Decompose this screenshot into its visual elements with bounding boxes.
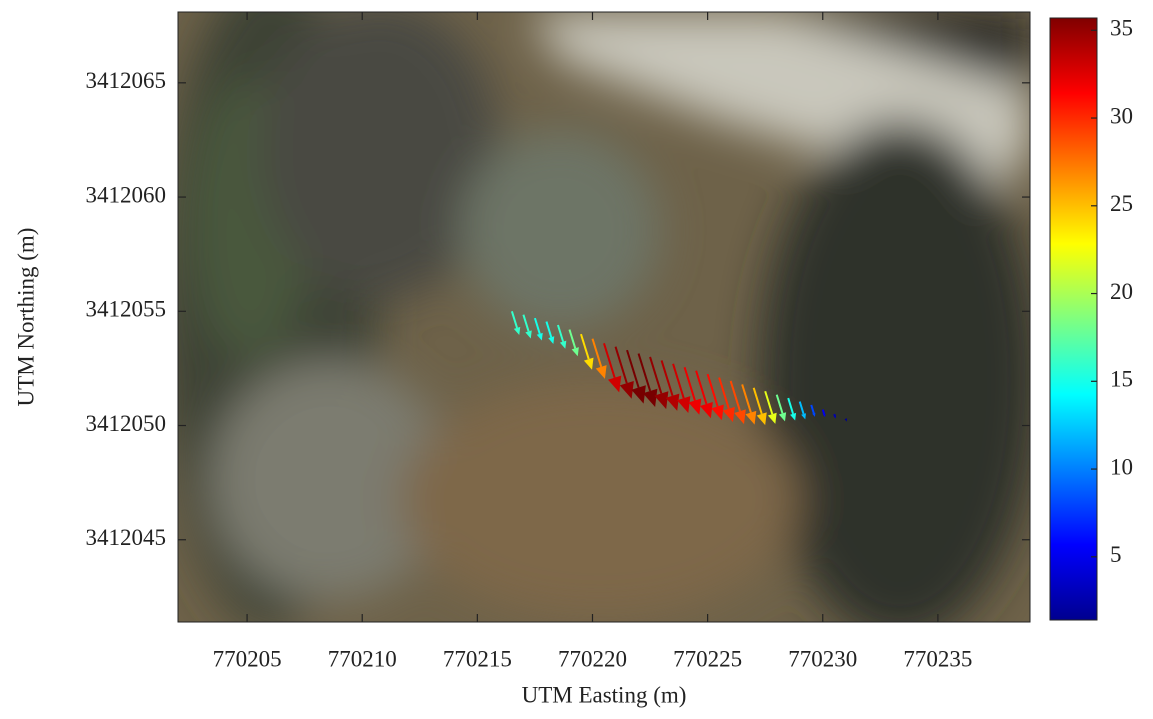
- x-tick-label: 770210: [328, 646, 397, 671]
- x-tick-label: 770235: [903, 646, 972, 671]
- chart: UTM Easting (m) UTM Northing (m) 770205 7…: [0, 0, 1153, 719]
- x-tick-label: 770225: [673, 646, 742, 671]
- arrow-shaft: [834, 414, 835, 416]
- colorbar-tick-label: 35: [1110, 16, 1133, 41]
- background-image: [160, 0, 1040, 640]
- y-tick-label: 3412055: [86, 297, 167, 322]
- colorbar-tick-label: 30: [1110, 103, 1133, 128]
- x-tick-label: 770215: [443, 646, 512, 671]
- x-axis-label: UTM Easting (m): [522, 682, 687, 707]
- colorbar-tick-label: 25: [1110, 191, 1133, 216]
- y-tick-label: 3412045: [86, 525, 167, 550]
- x-tick-label: 770205: [213, 646, 282, 671]
- y-tick-label: 3412060: [86, 182, 167, 207]
- colorbar-tick-label: 15: [1110, 367, 1133, 392]
- y-axis-label: UTM Northing (m): [13, 228, 38, 407]
- arrow-shaft: [823, 410, 824, 415]
- y-tick-label: 3412065: [86, 68, 167, 93]
- y-tick-label: 3412050: [86, 411, 167, 436]
- x-tick-label: 770220: [558, 646, 627, 671]
- colorbar-tick-label: 10: [1110, 454, 1133, 479]
- colorbar: [1050, 18, 1097, 620]
- colorbar-tick-label: 20: [1110, 279, 1133, 304]
- colorbar-tick-label: 5: [1110, 542, 1122, 567]
- x-tick-label: 770230: [788, 646, 857, 671]
